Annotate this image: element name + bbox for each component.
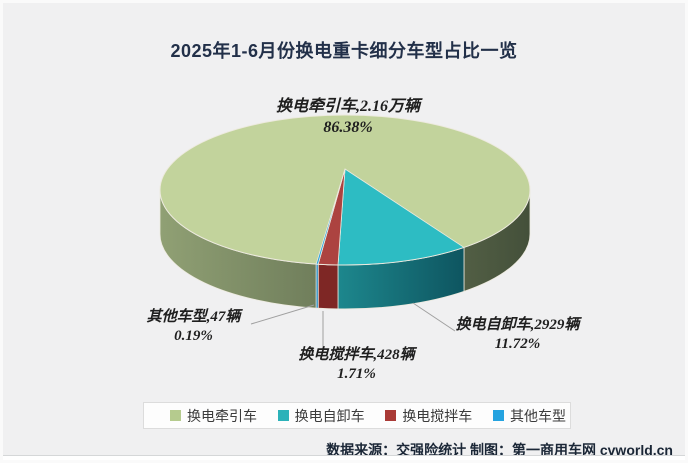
pie-side-换电搅拌车[interactable] bbox=[317, 263, 339, 310]
legend-swatch-mixer bbox=[385, 410, 397, 421]
callout-other-label: 其他车型,47辆 bbox=[146, 309, 241, 325]
callout-dump: 换电自卸车,2929辆 11.72% bbox=[435, 316, 600, 354]
callout-other-percent: 0.19% bbox=[174, 328, 213, 344]
callout-mixer-label: 换电搅拌车,428辆 bbox=[298, 347, 415, 363]
pie-slice-其他车型[interactable] bbox=[315, 168, 346, 265]
leader-line-dump bbox=[412, 302, 456, 332]
chart-legend: 换电牵引车 换电自卸车 换电搅拌车 其他车型 bbox=[143, 402, 571, 429]
legend-label-mixer: 换电搅拌车 bbox=[402, 407, 473, 424]
legend-item-mixer[interactable]: 换电搅拌车 bbox=[385, 406, 472, 426]
legend-label-other: 其他车型 bbox=[509, 407, 566, 424]
pie-slice-换电自卸车[interactable] bbox=[337, 168, 465, 266]
legend-item-dump[interactable]: 换电自卸车 bbox=[277, 406, 365, 426]
callout-tractor: 换电牵引车,2.16万辆 86.38% bbox=[228, 96, 468, 138]
pie-chart bbox=[159, 114, 531, 353]
pie-group bbox=[159, 114, 531, 310]
legend-swatch-other bbox=[492, 410, 504, 421]
leader-line-other bbox=[250, 304, 315, 325]
leader-lines bbox=[250, 302, 456, 353]
callout-dump-percent: 11.72% bbox=[494, 336, 541, 352]
chart-title: 2025年1-6月份换电重卡细分车型占比一览 bbox=[170, 41, 518, 61]
legend-item-other[interactable]: 其他车型 bbox=[492, 406, 566, 426]
callout-tractor-percent: 86.38% bbox=[323, 119, 373, 136]
callout-mixer: 换电搅拌车,428辆 1.71% bbox=[284, 346, 429, 384]
legend-label-dump: 换电自卸车 bbox=[294, 407, 365, 424]
callout-other: 其他车型,47辆 0.19% bbox=[131, 308, 256, 346]
data-source-note: 数据来源：交强险统计 制图：第一商用车网 cvworld.cn bbox=[326, 442, 673, 458]
window-bottom-edge bbox=[3, 455, 685, 460]
callout-mixer-percent: 1.71% bbox=[337, 366, 376, 382]
legend-swatch-dump bbox=[277, 410, 289, 421]
legend-item-tractor[interactable]: 换电牵引车 bbox=[170, 406, 257, 426]
callout-tractor-label: 换电牵引车,2.16万辆 bbox=[275, 98, 420, 115]
legend-swatch-tractor bbox=[170, 410, 181, 421]
callout-dump-label: 换电自卸车,2929辆 bbox=[455, 317, 580, 333]
legend-label-tractor: 换电牵引车 bbox=[187, 407, 257, 424]
